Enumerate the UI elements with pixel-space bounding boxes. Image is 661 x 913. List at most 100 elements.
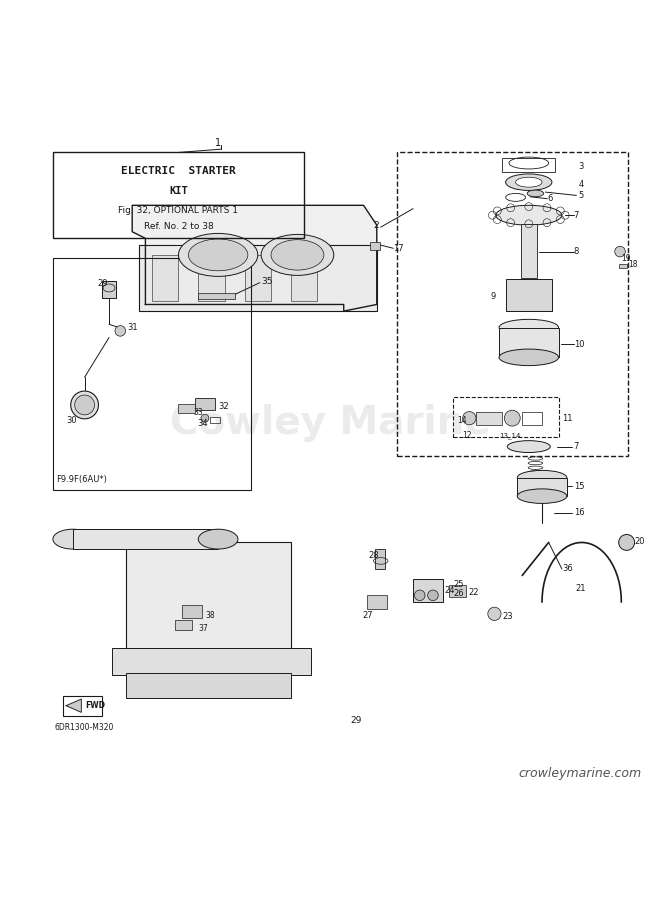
Text: 5: 5 [578, 191, 584, 200]
Polygon shape [132, 205, 377, 311]
Ellipse shape [506, 173, 552, 191]
Text: 32: 32 [218, 403, 229, 412]
Text: 7: 7 [574, 211, 579, 220]
Text: crowleymarine.com: crowleymarine.com [518, 767, 641, 781]
Text: 6DR1300-M320: 6DR1300-M320 [54, 723, 114, 732]
Text: 36: 36 [562, 564, 572, 573]
Polygon shape [66, 699, 81, 712]
Bar [63, 696, 102, 716]
Bar [126, 673, 291, 698]
Text: Fig. 32, OPTIONAL PARTS 1: Fig. 32, OPTIONAL PARTS 1 [118, 205, 239, 215]
Bar [476, 412, 502, 425]
Text: 1: 1 [215, 138, 221, 148]
Circle shape [463, 412, 476, 425]
Text: 4: 4 [578, 180, 584, 189]
Text: 8: 8 [574, 247, 579, 256]
Bar [506, 279, 552, 311]
Bar [397, 152, 628, 456]
Ellipse shape [496, 205, 562, 226]
Ellipse shape [71, 391, 98, 419]
Bar [453, 397, 559, 436]
Ellipse shape [271, 240, 324, 270]
Text: 25: 25 [453, 580, 464, 589]
Ellipse shape [518, 488, 567, 503]
Bar [291, 255, 317, 301]
Bar [210, 417, 220, 424]
Bar [175, 621, 192, 630]
Text: 31: 31 [127, 323, 137, 332]
Text: 30: 30 [66, 416, 77, 425]
Text: 17: 17 [393, 244, 404, 253]
Circle shape [615, 247, 625, 257]
Bar [502, 158, 555, 173]
Ellipse shape [75, 395, 95, 415]
Text: 24: 24 [444, 586, 455, 595]
Text: 26: 26 [453, 589, 464, 598]
Text: 27: 27 [362, 611, 373, 620]
Text: 28: 28 [369, 551, 379, 561]
Text: 6: 6 [547, 194, 553, 204]
Bar [449, 584, 466, 596]
Circle shape [619, 534, 635, 551]
Bar [499, 328, 559, 357]
Bar [521, 224, 537, 278]
Text: 15: 15 [574, 482, 584, 491]
Bar [53, 152, 304, 238]
Bar [178, 404, 195, 413]
Ellipse shape [516, 177, 542, 187]
Text: 34: 34 [197, 419, 208, 428]
Text: 10: 10 [574, 340, 584, 349]
Text: 14: 14 [457, 415, 467, 425]
Ellipse shape [178, 234, 258, 277]
Bar [195, 398, 215, 410]
Ellipse shape [198, 530, 238, 549]
Bar [152, 255, 178, 301]
Text: 16: 16 [574, 509, 584, 517]
Bar [245, 255, 271, 301]
Bar [518, 477, 567, 496]
Ellipse shape [518, 470, 567, 485]
Ellipse shape [499, 320, 559, 336]
Text: 9: 9 [490, 292, 496, 301]
Bar [198, 292, 235, 299]
Ellipse shape [188, 239, 248, 271]
Circle shape [504, 410, 520, 426]
Bar [182, 605, 202, 618]
Bar [619, 264, 627, 268]
Text: Cowley Marine: Cowley Marine [170, 404, 491, 443]
Ellipse shape [53, 530, 93, 549]
Text: 21: 21 [575, 584, 586, 593]
Bar [367, 595, 387, 609]
Circle shape [488, 607, 501, 621]
Ellipse shape [261, 235, 334, 276]
Ellipse shape [527, 190, 544, 196]
Text: 18: 18 [628, 260, 637, 269]
Bar [53, 258, 251, 489]
Text: 37: 37 [198, 624, 208, 633]
Circle shape [201, 415, 209, 422]
Text: 29: 29 [98, 278, 108, 288]
Text: 11: 11 [562, 414, 572, 423]
Ellipse shape [499, 349, 559, 365]
Bar [375, 549, 385, 569]
Text: 7: 7 [574, 442, 579, 451]
Ellipse shape [508, 441, 550, 453]
Text: 19: 19 [621, 254, 631, 263]
Text: ELECTRIC  STARTER: ELECTRIC STARTER [121, 166, 236, 176]
Text: FWD: FWD [85, 701, 105, 710]
Bar [126, 542, 291, 655]
Circle shape [428, 590, 438, 601]
Bar [102, 281, 116, 298]
Text: F9.9F(6AU*): F9.9F(6AU*) [56, 475, 107, 484]
Bar [112, 648, 311, 675]
Text: 38: 38 [205, 611, 215, 620]
Bar [370, 242, 380, 249]
Text: Ref. No. 2 to 38: Ref. No. 2 to 38 [143, 222, 214, 231]
Text: 13_14: 13_14 [499, 432, 520, 439]
Text: 33: 33 [194, 408, 204, 417]
Text: 3: 3 [578, 163, 584, 172]
Text: 22: 22 [468, 587, 479, 596]
Text: 20: 20 [635, 537, 645, 546]
Text: 2: 2 [373, 221, 379, 230]
Text: 29: 29 [350, 717, 362, 726]
